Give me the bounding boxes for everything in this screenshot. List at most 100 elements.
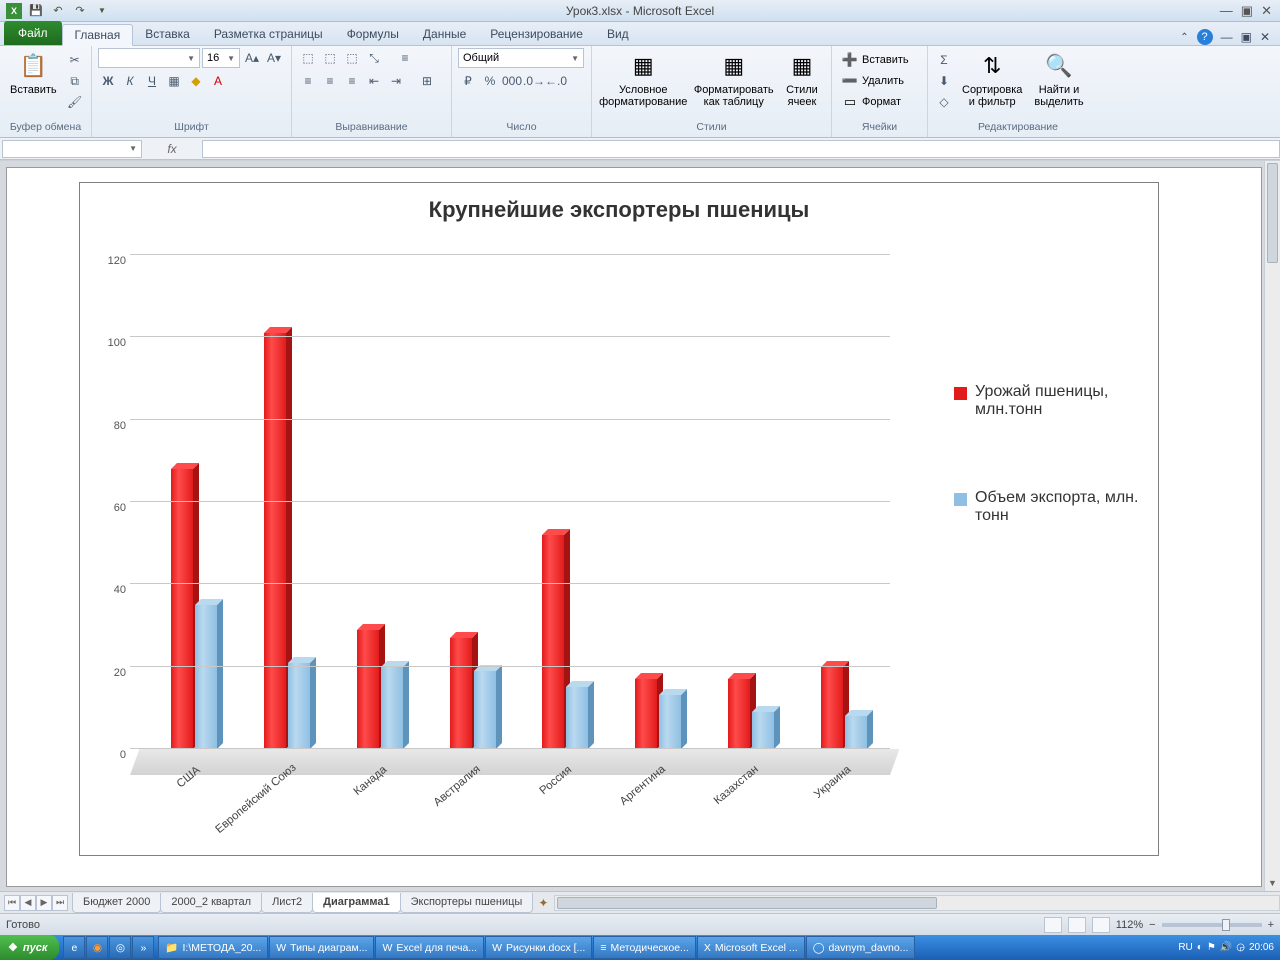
sheet-tab-4[interactable]: Экспортеры пшеницы bbox=[400, 893, 534, 913]
currency-icon[interactable]: ₽ bbox=[458, 71, 478, 91]
bar[interactable] bbox=[357, 630, 379, 749]
tray-lang[interactable]: RU bbox=[1178, 942, 1192, 953]
restore-button[interactable]: ▣ bbox=[1241, 3, 1253, 19]
taskbar-item[interactable]: XMicrosoft Excel ... bbox=[697, 936, 805, 959]
zoom-in-icon[interactable]: + bbox=[1268, 919, 1274, 931]
ql-ie-icon[interactable]: e bbox=[63, 936, 85, 959]
underline-icon[interactable]: Ч bbox=[142, 71, 162, 91]
font-color-icon[interactable]: A bbox=[208, 71, 228, 91]
align-middle-icon[interactable]: ⬚ bbox=[320, 48, 340, 68]
file-tab[interactable]: Файл bbox=[4, 21, 62, 45]
inc-decimal-icon[interactable]: .0→ bbox=[524, 71, 544, 91]
minimize-button[interactable]: — bbox=[1220, 3, 1233, 19]
sheet-next-icon[interactable]: ▶ bbox=[36, 895, 52, 911]
new-sheet-icon[interactable]: ✦ bbox=[538, 896, 548, 910]
taskbar-item[interactable]: WРисунки.docx [... bbox=[485, 936, 592, 959]
chart-sheet[interactable]: Крупнейшие экспортеры пшеницы СШАЕвропей… bbox=[6, 167, 1262, 887]
zoom-slider-knob[interactable] bbox=[1222, 919, 1230, 931]
tray-icon-2[interactable]: ⚑ bbox=[1207, 942, 1216, 953]
align-center-icon[interactable]: ≡ bbox=[320, 71, 340, 91]
ql-more-icon[interactable]: » bbox=[132, 936, 154, 959]
tray-icon-1[interactable]: ◐ bbox=[1197, 942, 1203, 953]
bar[interactable] bbox=[288, 663, 310, 749]
sheet-last-icon[interactable]: ⏭ bbox=[52, 895, 68, 911]
tab-data[interactable]: Данные bbox=[411, 23, 478, 45]
bar[interactable] bbox=[659, 695, 681, 749]
shrink-font-icon[interactable]: A▾ bbox=[264, 48, 284, 68]
scroll-down-icon[interactable]: ▼ bbox=[1265, 875, 1280, 891]
indent-dec-icon[interactable]: ⇤ bbox=[364, 71, 384, 91]
bar[interactable] bbox=[171, 469, 193, 749]
horizontal-scrollbar[interactable] bbox=[554, 895, 1280, 911]
undo-icon[interactable]: ↶ bbox=[50, 3, 66, 19]
insert-cells-button[interactable]: ➕Вставить bbox=[838, 50, 921, 70]
formula-input[interactable] bbox=[202, 140, 1280, 158]
sheet-prev-icon[interactable]: ◀ bbox=[20, 895, 36, 911]
qat-more-icon[interactable]: ▼ bbox=[94, 3, 110, 19]
comma-icon[interactable]: 000 bbox=[502, 71, 522, 91]
minimize-ribbon-icon[interactable]: ⌃ bbox=[1180, 32, 1188, 43]
autosum-icon[interactable]: Σ bbox=[934, 50, 954, 70]
doc-restore-icon[interactable]: ▣ bbox=[1241, 30, 1252, 44]
view-layout-icon[interactable] bbox=[1068, 917, 1086, 933]
doc-close-icon[interactable]: ✕ bbox=[1260, 30, 1270, 44]
view-pagebreak-icon[interactable] bbox=[1092, 917, 1110, 933]
sheet-first-icon[interactable]: ⏮ bbox=[4, 895, 20, 911]
taskbar-item[interactable]: WExcel для печа... bbox=[375, 936, 484, 959]
bar[interactable] bbox=[381, 667, 403, 749]
orientation-icon[interactable]: ⤡ bbox=[364, 48, 384, 68]
ql-ff-icon[interactable]: ◉ bbox=[86, 936, 108, 959]
tab-review[interactable]: Рецензирование bbox=[478, 23, 595, 45]
align-left-icon[interactable]: ≡ bbox=[298, 71, 318, 91]
copy-icon[interactable]: ⧉ bbox=[65, 71, 85, 91]
font-size-combo[interactable]: 16▼ bbox=[202, 48, 240, 68]
bar[interactable] bbox=[635, 679, 657, 749]
tab-pagelayout[interactable]: Разметка страницы bbox=[202, 23, 335, 45]
bar[interactable] bbox=[752, 712, 774, 749]
cut-icon[interactable]: ✂ bbox=[65, 50, 85, 70]
format-cells-button[interactable]: ▭Формат bbox=[838, 92, 921, 112]
fill-color-icon[interactable]: ◆ bbox=[186, 71, 206, 91]
close-button[interactable]: ✕ bbox=[1261, 3, 1272, 19]
bar[interactable] bbox=[450, 638, 472, 749]
cell-styles-button[interactable]: ▦Стили ячеек bbox=[779, 48, 825, 118]
redo-icon[interactable]: ↷ bbox=[72, 3, 88, 19]
tray-clock[interactable]: 20:06 bbox=[1249, 942, 1274, 953]
tab-home[interactable]: Главная bbox=[62, 24, 134, 46]
ql-chrome-icon[interactable]: ◎ bbox=[109, 936, 131, 959]
find-select-button[interactable]: 🔍Найти и выделить bbox=[1030, 48, 1087, 118]
merge-icon[interactable]: ⊞ bbox=[408, 71, 446, 91]
taskbar-item[interactable]: WТипы диаграм... bbox=[269, 936, 374, 959]
vertical-scrollbar[interactable]: ▲ ▼ bbox=[1264, 161, 1280, 891]
format-table-button[interactable]: ▦Форматировать как таблицу bbox=[692, 48, 775, 118]
tray-icon-3[interactable]: 🔊 bbox=[1220, 942, 1232, 953]
tab-formulas[interactable]: Формулы bbox=[335, 23, 411, 45]
doc-min-icon[interactable]: — bbox=[1221, 30, 1233, 44]
start-button[interactable]: ❖пуск bbox=[0, 935, 59, 960]
taskbar-item[interactable]: ◯davnym_davno... bbox=[806, 936, 916, 959]
zoom-out-icon[interactable]: − bbox=[1149, 919, 1155, 931]
bar[interactable] bbox=[542, 535, 564, 749]
bar[interactable] bbox=[195, 605, 217, 749]
tray-icon-4[interactable]: ◶ bbox=[1236, 942, 1245, 953]
percent-icon[interactable]: % bbox=[480, 71, 500, 91]
paste-button[interactable]: 📋 Вставить bbox=[6, 48, 61, 118]
sort-filter-button[interactable]: ⇅Сортировка и фильтр bbox=[958, 48, 1026, 118]
fx-label[interactable]: fx bbox=[142, 142, 202, 156]
sheet-tab-2[interactable]: Лист2 bbox=[261, 893, 313, 913]
borders-icon[interactable]: ▦ bbox=[164, 71, 184, 91]
format-painter-icon[interactable]: 🖌 bbox=[65, 92, 85, 112]
bar[interactable] bbox=[728, 679, 750, 749]
bold-icon[interactable]: Ж bbox=[98, 71, 118, 91]
cond-format-button[interactable]: ▦Условное форматирование bbox=[598, 48, 688, 118]
help-icon[interactable]: ? bbox=[1197, 29, 1213, 45]
clear-icon[interactable]: ◇ bbox=[934, 92, 954, 112]
bar[interactable] bbox=[845, 716, 867, 749]
align-bottom-icon[interactable]: ⬚ bbox=[342, 48, 362, 68]
name-box[interactable]: ▼ bbox=[2, 140, 142, 158]
taskbar-item[interactable]: ≡Методическое... bbox=[593, 936, 696, 959]
grow-font-icon[interactable]: A▴ bbox=[242, 48, 262, 68]
delete-cells-button[interactable]: ➖Удалить bbox=[838, 71, 921, 91]
align-right-icon[interactable]: ≡ bbox=[342, 71, 362, 91]
fill-icon[interactable]: ⬇ bbox=[934, 71, 954, 91]
